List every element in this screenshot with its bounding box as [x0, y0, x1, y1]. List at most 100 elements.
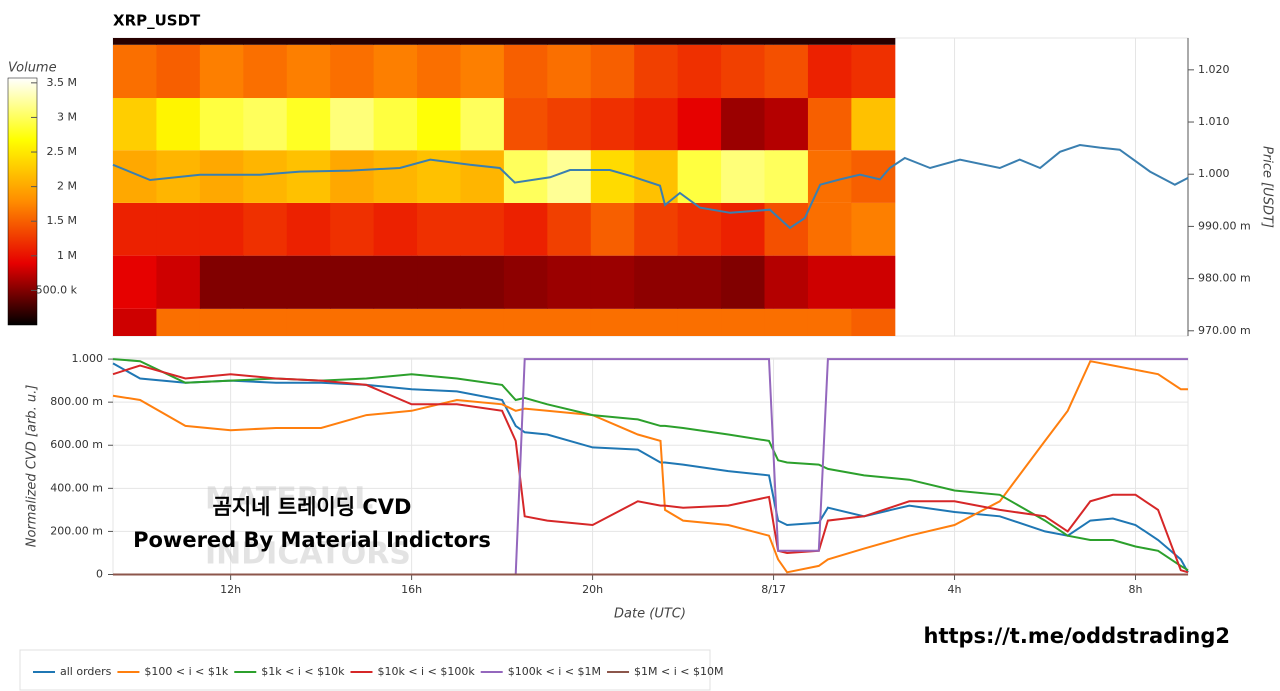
heat-cell: [417, 98, 461, 151]
heat-cell: [590, 38, 635, 45]
heat-cell: [634, 255, 679, 309]
heat-cell: [460, 44, 505, 99]
heat-cell: [677, 38, 722, 45]
heat-cell: [330, 202, 375, 256]
cvd-line: [112, 360, 1188, 574]
heat-cell: [460, 150, 505, 203]
heat-cell: [286, 255, 331, 309]
heat-cell: [677, 308, 722, 336]
heat-cell: [503, 98, 548, 151]
heat-cell: [417, 44, 461, 99]
heat-cell: [634, 98, 679, 151]
heat-cell: [330, 308, 375, 336]
watermark-url: https://t.me/oddstrading2: [924, 624, 1231, 648]
colorbar-tick-label: 3.5 M: [47, 76, 77, 89]
heat-cell: [721, 255, 766, 309]
heat-cell: [764, 44, 809, 99]
heat-cell: [243, 38, 288, 45]
heat-cell: [851, 150, 896, 203]
heat-cell: [330, 150, 375, 203]
heat-cell: [243, 98, 288, 151]
watermark-text: Powered By Material Indictors: [133, 528, 491, 552]
heat-cell: [547, 44, 592, 99]
colorbar-tick-label: 500.0 k: [36, 283, 78, 296]
heat-cell: [677, 150, 722, 203]
heat-cell: [590, 202, 635, 256]
colorbar-title: Volume: [8, 61, 57, 76]
heat-cell: [721, 308, 766, 336]
y-tick-label: 970.00 m: [1198, 324, 1251, 337]
heat-cell: [243, 150, 288, 203]
legend-label: all orders: [60, 665, 112, 678]
x-tick-label: 12h: [220, 583, 241, 596]
heat-cell: [417, 38, 461, 45]
y-axis-label: Normalized CVD [arb. u.]: [25, 385, 40, 548]
heat-cell: [286, 38, 331, 45]
heat-cell: [330, 98, 375, 151]
x-tick-label: 16h: [401, 583, 422, 596]
cvd-line: [112, 358, 1189, 572]
heat-cell: [634, 150, 679, 203]
heat-cell: [547, 202, 592, 256]
heat-cell: [199, 38, 244, 45]
legend-label: $1M < i < $10M: [634, 665, 723, 678]
heat-cell: [113, 38, 157, 45]
heat-cell: [764, 255, 809, 309]
heat-cell: [417, 308, 461, 336]
heat-cell: [590, 255, 635, 309]
heat-cell: [807, 255, 852, 309]
heat-cell: [851, 38, 896, 45]
heat-cell: [634, 38, 679, 45]
heat-cell: [330, 255, 375, 309]
heat-cell: [807, 202, 852, 256]
heat-cell: [503, 255, 548, 309]
heat-cell: [113, 98, 157, 151]
heat-cell: [199, 202, 244, 256]
heat-cell: [373, 255, 418, 309]
heat-cell: [503, 38, 548, 45]
y-tick-label: 600.00 m: [50, 438, 103, 451]
heat-cell: [677, 202, 722, 256]
heat-cell: [156, 255, 201, 309]
heat-cell: [547, 308, 592, 336]
heat-cell: [156, 44, 201, 99]
legend-label: $100k < i < $1M: [508, 665, 601, 678]
bottom-plot-area: [112, 357, 1189, 576]
legend-label: $100 < i < $1k: [144, 665, 228, 678]
heat-cell: [677, 255, 722, 309]
heat-cell: [373, 202, 418, 256]
heat-cell: [113, 202, 157, 256]
price-line: [112, 143, 1189, 230]
y-tick-label: 200.00 m: [50, 524, 103, 537]
heat-cell: [503, 150, 548, 203]
heat-cell: [156, 98, 201, 151]
heat-cell: [547, 38, 592, 45]
colorbar-tick-label: 3 M: [57, 110, 77, 123]
heat-cell: [286, 202, 331, 256]
watermark-logo: MATERIAL: [205, 482, 373, 517]
heat-cell: [721, 98, 766, 151]
heat-cell: [503, 44, 548, 99]
heat-cell: [417, 150, 461, 203]
heat-cell: [113, 44, 157, 99]
heat-cell: [503, 308, 548, 336]
x-tick-label: 8/17: [761, 583, 786, 596]
colorbar-tick-label: 2 M: [57, 180, 77, 193]
heat-cell: [156, 202, 201, 256]
heat-cell: [113, 255, 157, 309]
heat-cell: [373, 98, 418, 151]
heat-cell: [721, 44, 766, 99]
y-tick-label: 1.000: [72, 352, 104, 365]
heat-cell: [286, 44, 331, 99]
x-tick-label: 4h: [948, 583, 962, 596]
heat-cell: [764, 98, 809, 151]
heat-cell: [113, 150, 157, 203]
heat-cell: [634, 44, 679, 99]
x-axis-label: Date (UTC): [614, 607, 686, 622]
y-tick-label: 1.010: [1198, 115, 1230, 128]
legend-box: [19, 649, 711, 691]
heat-cell: [243, 255, 288, 309]
heat-cell: [590, 150, 635, 203]
heat-cell: [721, 38, 766, 45]
